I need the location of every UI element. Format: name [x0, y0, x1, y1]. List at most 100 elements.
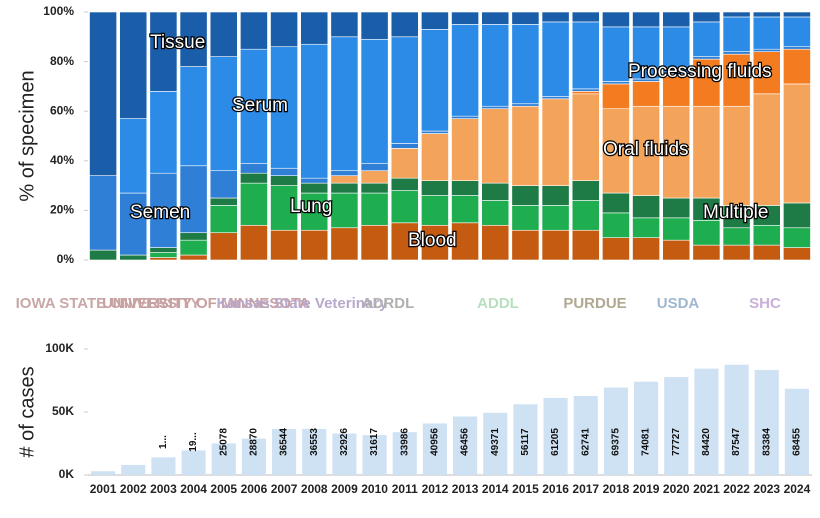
bar-segment: [722, 244, 751, 261]
bar-segment: [390, 36, 419, 144]
bar-segment: [632, 81, 660, 107]
logo: USDA: [657, 295, 700, 312]
y-tick-label: 20%: [50, 203, 74, 217]
bar-segment: [481, 224, 510, 261]
bar-segment: [149, 91, 178, 174]
bar-segment: [421, 130, 449, 134]
bar-segment: [330, 182, 359, 194]
bar-segment: [179, 254, 208, 261]
bar-segment: [602, 26, 630, 82]
logo: IOWA STATE UNIVERSITY: [16, 295, 201, 312]
bar: [211, 443, 236, 475]
bar-segment: [451, 115, 479, 119]
bar-segment: [179, 232, 208, 241]
bar-segment: [390, 222, 419, 261]
y-tick-label: 40%: [50, 153, 74, 167]
x-tick-label: 2009: [331, 482, 358, 496]
bar-segment: [209, 232, 238, 261]
bar: [453, 416, 478, 475]
bar-segment: [149, 257, 178, 261]
bar-segment: [209, 11, 238, 57]
bar-segment: [240, 11, 268, 50]
bar-segment: [149, 172, 178, 248]
bar-segment: [662, 26, 691, 75]
logo: ADRDL: [362, 295, 415, 312]
bar-segment: [119, 11, 148, 119]
bar-segment: [270, 175, 298, 186]
bar-segment: [300, 43, 329, 179]
bar-segment: [783, 202, 811, 229]
value-label: 84420: [701, 428, 712, 456]
bar-segment: [300, 177, 329, 184]
bar-segment: [390, 11, 419, 38]
bar-segment: [451, 118, 479, 181]
x-tick-label: 2020: [663, 482, 690, 496]
y-axis-title: % of specimen: [16, 70, 38, 201]
bar-segment: [722, 51, 751, 55]
bar-segment: [149, 11, 178, 92]
bar-segment: [451, 222, 479, 261]
bar-segment: [722, 16, 751, 52]
bar-segment: [270, 185, 298, 231]
y-tick-label: 0K: [59, 467, 75, 481]
x-tick-label: 2019: [633, 482, 660, 496]
value-label: 62741: [580, 428, 591, 456]
bar-segment: [360, 170, 389, 184]
bar-segment: [240, 48, 268, 164]
bar: [121, 464, 146, 475]
bar-segment: [360, 192, 389, 226]
x-tick-label: 2018: [603, 482, 630, 496]
series-label: Tissue: [150, 32, 205, 53]
series-label: Oral fluids: [603, 139, 689, 160]
value-label: 83384: [761, 428, 772, 456]
x-tick-label: 2006: [241, 482, 268, 496]
bar-segment: [571, 229, 600, 261]
bar-segment: [511, 103, 540, 107]
bar-segment: [481, 200, 510, 226]
bar-segment: [360, 11, 389, 40]
logo: PURDUE: [563, 295, 626, 312]
bar-segment: [783, 83, 811, 204]
bar: [362, 435, 387, 475]
value-label: 46456: [460, 428, 471, 456]
x-tick-label: 2015: [512, 482, 539, 496]
bar-segment: [360, 224, 389, 261]
x-tick-label: 2017: [572, 482, 599, 496]
bar-segment: [240, 162, 268, 174]
value-label: 33986: [399, 428, 410, 456]
bar-segment: [240, 224, 268, 261]
bar-segment: [330, 175, 359, 184]
logo: Kansas State Veterinary: [217, 295, 389, 312]
value-label: 77727: [671, 428, 682, 456]
value-label: 19...: [188, 432, 199, 452]
bar-segment: [149, 252, 178, 258]
bar-segment: [179, 11, 208, 67]
y-tick-label: 100%: [43, 4, 74, 18]
x-tick-label: 2016: [542, 482, 569, 496]
x-tick-label: 2003: [150, 482, 177, 496]
bar: [513, 404, 538, 475]
bar: [483, 412, 508, 475]
bar-segment: [662, 105, 691, 199]
value-label: 31617: [369, 428, 380, 456]
bar-segment: [692, 11, 721, 23]
bar-segment: [602, 192, 630, 214]
bar-segment: [692, 21, 721, 57]
bar: [573, 395, 598, 475]
x-tick-label: 2004: [180, 482, 207, 496]
bar-segment: [632, 195, 660, 219]
bar-segment: [662, 239, 691, 261]
bar-segment: [783, 46, 811, 50]
bar-segment: [481, 11, 510, 25]
bar-segment: [481, 24, 510, 107]
bar-segment: [783, 227, 811, 248]
bar-segment: [752, 244, 781, 261]
bar-segment: [179, 239, 208, 256]
bar-segment: [119, 192, 148, 256]
x-tick-label: 2005: [210, 482, 237, 496]
bar-segment: [300, 192, 329, 231]
bar-segment: [602, 11, 630, 28]
bar-segment: [330, 36, 359, 172]
bar-segment: [692, 56, 721, 60]
